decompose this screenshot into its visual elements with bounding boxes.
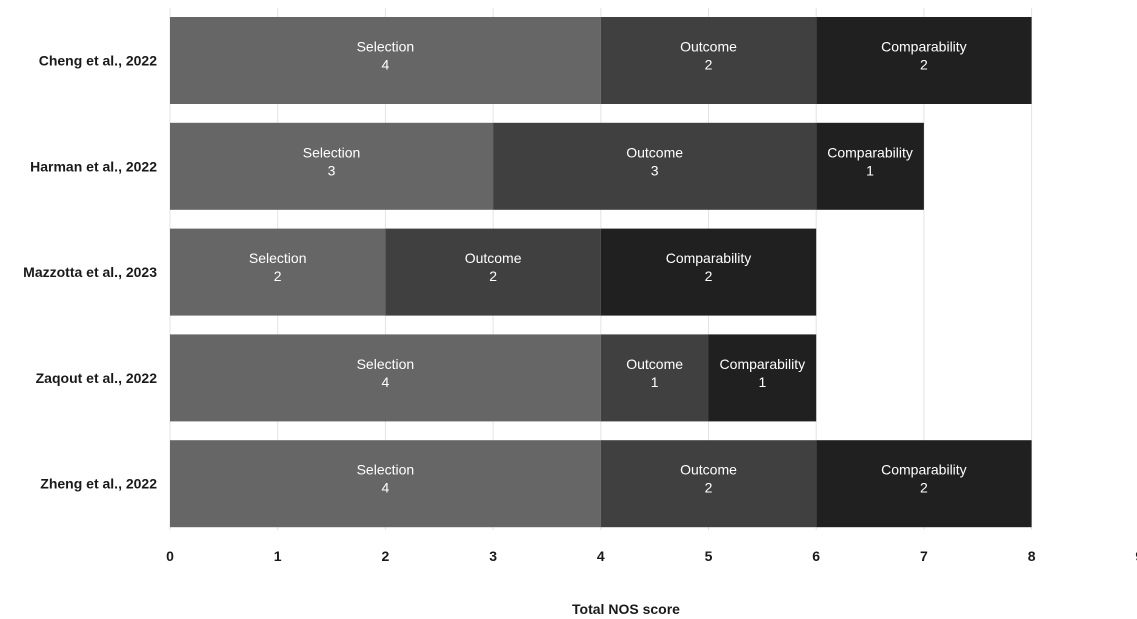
- segment-value-label: 2: [920, 57, 928, 73]
- bar-segment-comparability: [600, 228, 817, 316]
- bar-segment-selection: [170, 334, 601, 422]
- segment-value-label: 4: [382, 480, 390, 496]
- segment-value-label: 1: [651, 374, 659, 390]
- segment-value-label: 2: [489, 268, 497, 284]
- segment-value-label: 2: [274, 268, 282, 284]
- x-tick-label: 7: [920, 548, 928, 564]
- x-tick-label: 5: [705, 548, 713, 564]
- y-category-label: Harman et al., 2022: [30, 158, 157, 174]
- segment-value-label: 1: [866, 162, 874, 178]
- x-tick-label: 8: [1028, 548, 1036, 564]
- x-axis-ticks: 0 1 2 3 4 5 6 7 8 9: [166, 548, 1137, 564]
- y-category-label: Zaqout et al., 2022: [36, 370, 158, 386]
- y-category-label: Mazzotta et al., 2023: [23, 264, 157, 280]
- segment-series-label: Outcome: [626, 144, 683, 160]
- y-category-label: Zheng et al., 2022: [40, 476, 157, 492]
- y-category-label: Cheng et al., 2022: [39, 53, 157, 69]
- bar-segment-selection: [170, 228, 386, 316]
- segment-series-label: Comparability: [666, 250, 752, 266]
- x-tick-label: 6: [812, 548, 820, 564]
- x-tick-label: 1: [274, 548, 282, 564]
- segment-series-label: Comparability: [720, 356, 806, 372]
- segment-series-label: Outcome: [680, 462, 737, 478]
- segment-series-label: Selection: [249, 250, 307, 266]
- bar-segment-comparability: [816, 122, 924, 210]
- bar-segment-selection: [170, 17, 601, 104]
- x-axis-title: Total NOS score: [572, 601, 680, 617]
- bar-segment-comparability: [816, 440, 1032, 528]
- x-tick-label: 9: [1135, 548, 1137, 564]
- x-tick-label: 3: [489, 548, 497, 564]
- segment-value-label: 4: [382, 374, 390, 390]
- segment-value-label: 3: [651, 162, 659, 178]
- segment-value-label: 4: [382, 57, 390, 73]
- segment-value-label: 2: [705, 268, 713, 284]
- x-tick-label: 4: [597, 548, 605, 564]
- segment-value-label: 3: [328, 162, 336, 178]
- segment-series-label: Outcome: [626, 356, 683, 372]
- segment-value-label: 2: [705, 57, 713, 73]
- segment-value-label: 1: [758, 374, 766, 390]
- segment-labels: Selection 4 Outcome 2 Comparability 2 Selectio…: [249, 39, 967, 496]
- bar-segment-outcome: [493, 122, 817, 210]
- bar-segment-outcome: [385, 228, 601, 316]
- segment-series-label: Selection: [303, 144, 361, 160]
- x-tick-label: 0: [166, 548, 174, 564]
- bars: [170, 17, 1032, 528]
- bar-segment-comparability: [816, 17, 1032, 104]
- segment-series-label: Comparability: [881, 39, 967, 55]
- segment-series-label: Selection: [357, 39, 415, 55]
- bar-segment-outcome: [600, 17, 817, 104]
- segment-series-label: Selection: [357, 356, 415, 372]
- y-axis-labels: Cheng et al., 2022 Harman et al., 2022 Maz…: [23, 53, 157, 492]
- bar-segment-comparability: [708, 334, 817, 422]
- segment-series-label: Outcome: [465, 250, 522, 266]
- bar-segment-outcome: [600, 440, 817, 528]
- segment-series-label: Outcome: [680, 39, 737, 55]
- segment-value-label: 2: [920, 480, 928, 496]
- segment-series-label: Comparability: [881, 462, 967, 478]
- bar-segment-outcome: [600, 334, 709, 422]
- bar-segment-selection: [170, 440, 601, 528]
- segment-value-label: 2: [705, 480, 713, 496]
- segment-series-label: Selection: [357, 462, 415, 478]
- x-tick-label: 2: [382, 548, 390, 564]
- segment-series-label: Comparability: [827, 144, 913, 160]
- bar-segment-selection: [170, 122, 494, 210]
